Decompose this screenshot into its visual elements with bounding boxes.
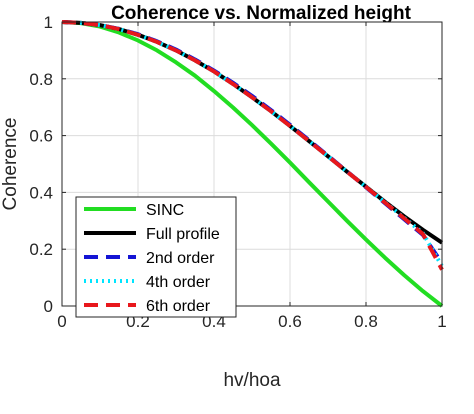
legend-box bbox=[75, 196, 237, 318]
legend-label: SINC bbox=[146, 202, 184, 219]
y-tick-label: 1 bbox=[44, 13, 53, 32]
plot-frame bbox=[61, 21, 443, 307]
x-tick-label: 0 bbox=[57, 312, 66, 331]
x-tick-label: 0.6 bbox=[278, 312, 302, 331]
series-line-6th-order bbox=[61, 20, 444, 271]
x-tick-label: 0.8 bbox=[354, 312, 378, 331]
y-tick-label: 0.6 bbox=[29, 127, 53, 146]
series-line-sinc bbox=[61, 20, 444, 308]
y-axis-label: Coherence bbox=[0, 118, 21, 211]
y-tick-label: 0 bbox=[44, 297, 53, 316]
y-tick-label: 0.2 bbox=[29, 240, 53, 259]
legend-label: 2nd order bbox=[146, 250, 215, 267]
series-lines bbox=[61, 20, 444, 308]
legend-label: Full profile bbox=[146, 226, 220, 243]
y-tick-label: 0.4 bbox=[29, 183, 53, 202]
x-axis-label: hv/hoa bbox=[223, 370, 280, 391]
y-tick-label: 0.8 bbox=[29, 70, 53, 89]
legend-label: 4th order bbox=[146, 274, 211, 291]
legend: SINC Full profile 2nd order 4th order 6th or… bbox=[75, 196, 237, 318]
x-tick-label: 1 bbox=[437, 312, 446, 331]
chart-title: Coherence vs. Normalized height bbox=[111, 3, 412, 24]
axis-ticks: 0 0.2 0.4 0.6 0.8 100.20.40.60.81 bbox=[29, 13, 446, 331]
legend-label: 6th order bbox=[146, 298, 211, 315]
